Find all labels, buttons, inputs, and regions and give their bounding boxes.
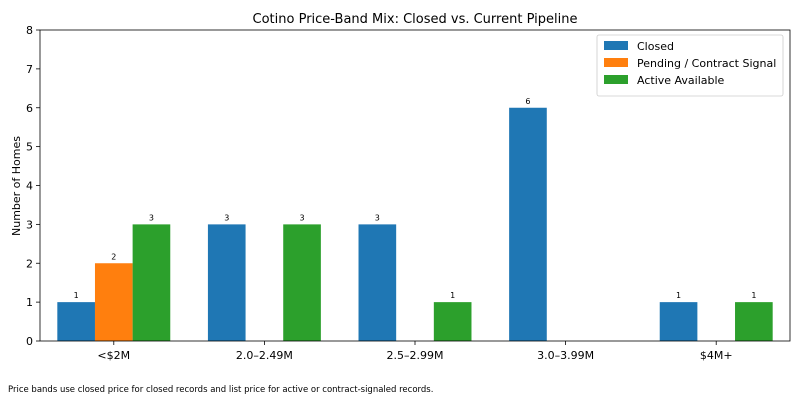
footnote: Price bands use closed price for closed …: [8, 385, 434, 395]
y-tick-label: 7: [26, 63, 33, 76]
y-tick-label: 6: [26, 102, 33, 115]
data-label: 2: [111, 252, 116, 261]
legend-swatch: [604, 58, 628, 67]
x-tick-label: $4M+: [700, 349, 733, 362]
data-label: 6: [525, 97, 530, 106]
x-tick-label: 2.0–2.49M: [236, 349, 293, 362]
legend-label: Active Available: [637, 74, 725, 87]
y-tick-label: 0: [26, 335, 33, 348]
y-tick-label: 3: [26, 218, 33, 231]
data-label: 3: [300, 213, 305, 222]
bar: [94, 263, 133, 341]
data-label: 1: [450, 291, 455, 300]
legend: Closed Pending / Contract Signal Active Av…: [596, 34, 784, 97]
bar: [57, 302, 95, 342]
data-label: 1: [751, 291, 756, 300]
chart-title: Cotino Price-Band Mix: Closed vs. Curren…: [253, 12, 578, 27]
legend-swatch: [604, 75, 628, 84]
x-tick-label: 2.5–2.99M: [387, 349, 444, 362]
legend-swatch: [604, 41, 628, 50]
data-label: 3: [149, 213, 154, 222]
data-label: 1: [74, 291, 79, 300]
x-tick-label: <$2M: [97, 349, 130, 362]
legend-label: Pending / Contract Signal: [637, 57, 776, 70]
y-tick-label: 2: [26, 257, 33, 270]
y-tick-label: 5: [26, 141, 33, 154]
bar: [509, 107, 547, 341]
y-tick-label: 1: [26, 296, 33, 309]
bar: [283, 224, 321, 342]
bar: [207, 224, 246, 342]
bar: [132, 224, 171, 342]
y-axis-label: Number of Homes: [10, 136, 23, 236]
plot-area: 1 3 3 6 1 2 3 3 1 1 0 1 2 3 4 5 6 7 8 <$2M 2.0–2.49M 2.5–2.99…: [26, 24, 791, 362]
y-tick-label: 4: [26, 180, 33, 193]
bar: [659, 302, 698, 342]
data-label: 1: [676, 291, 681, 300]
bar: [735, 302, 773, 342]
x-tick-label: 3.0–3.99M: [537, 349, 594, 362]
y-tick-label: 8: [26, 24, 33, 37]
bar: [358, 224, 397, 342]
data-label: 3: [224, 213, 229, 222]
data-label: 3: [375, 213, 380, 222]
bar: [433, 302, 472, 342]
legend-label: Closed: [637, 40, 674, 53]
legend-box: [596, 34, 784, 97]
